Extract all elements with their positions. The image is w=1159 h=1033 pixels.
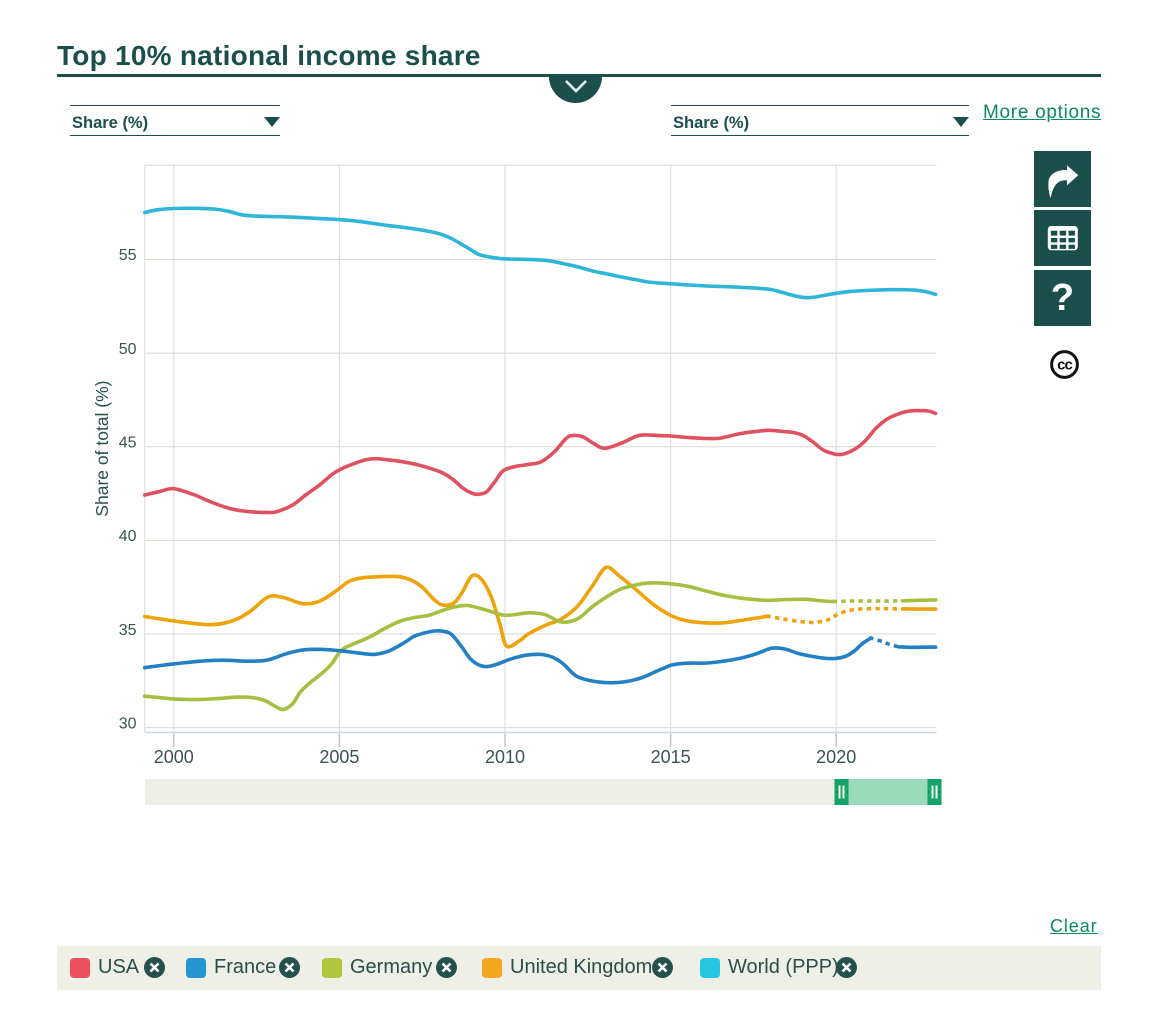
svg-text:2015: 2015 <box>651 747 691 767</box>
svg-text:cc: cc <box>1057 357 1072 374</box>
svg-text:30: 30 <box>119 715 137 732</box>
svg-text:2005: 2005 <box>319 747 359 767</box>
svg-text:40: 40 <box>119 528 137 545</box>
svg-text:Share of total (%): Share of total (%) <box>92 381 112 517</box>
svg-text:2000: 2000 <box>154 747 194 767</box>
svg-text:2020: 2020 <box>816 747 856 767</box>
svg-text:55: 55 <box>119 247 137 264</box>
svg-text:50: 50 <box>119 341 137 358</box>
svg-text:2010: 2010 <box>485 747 525 767</box>
svg-text:35: 35 <box>119 622 137 639</box>
svg-text:45: 45 <box>119 435 137 452</box>
